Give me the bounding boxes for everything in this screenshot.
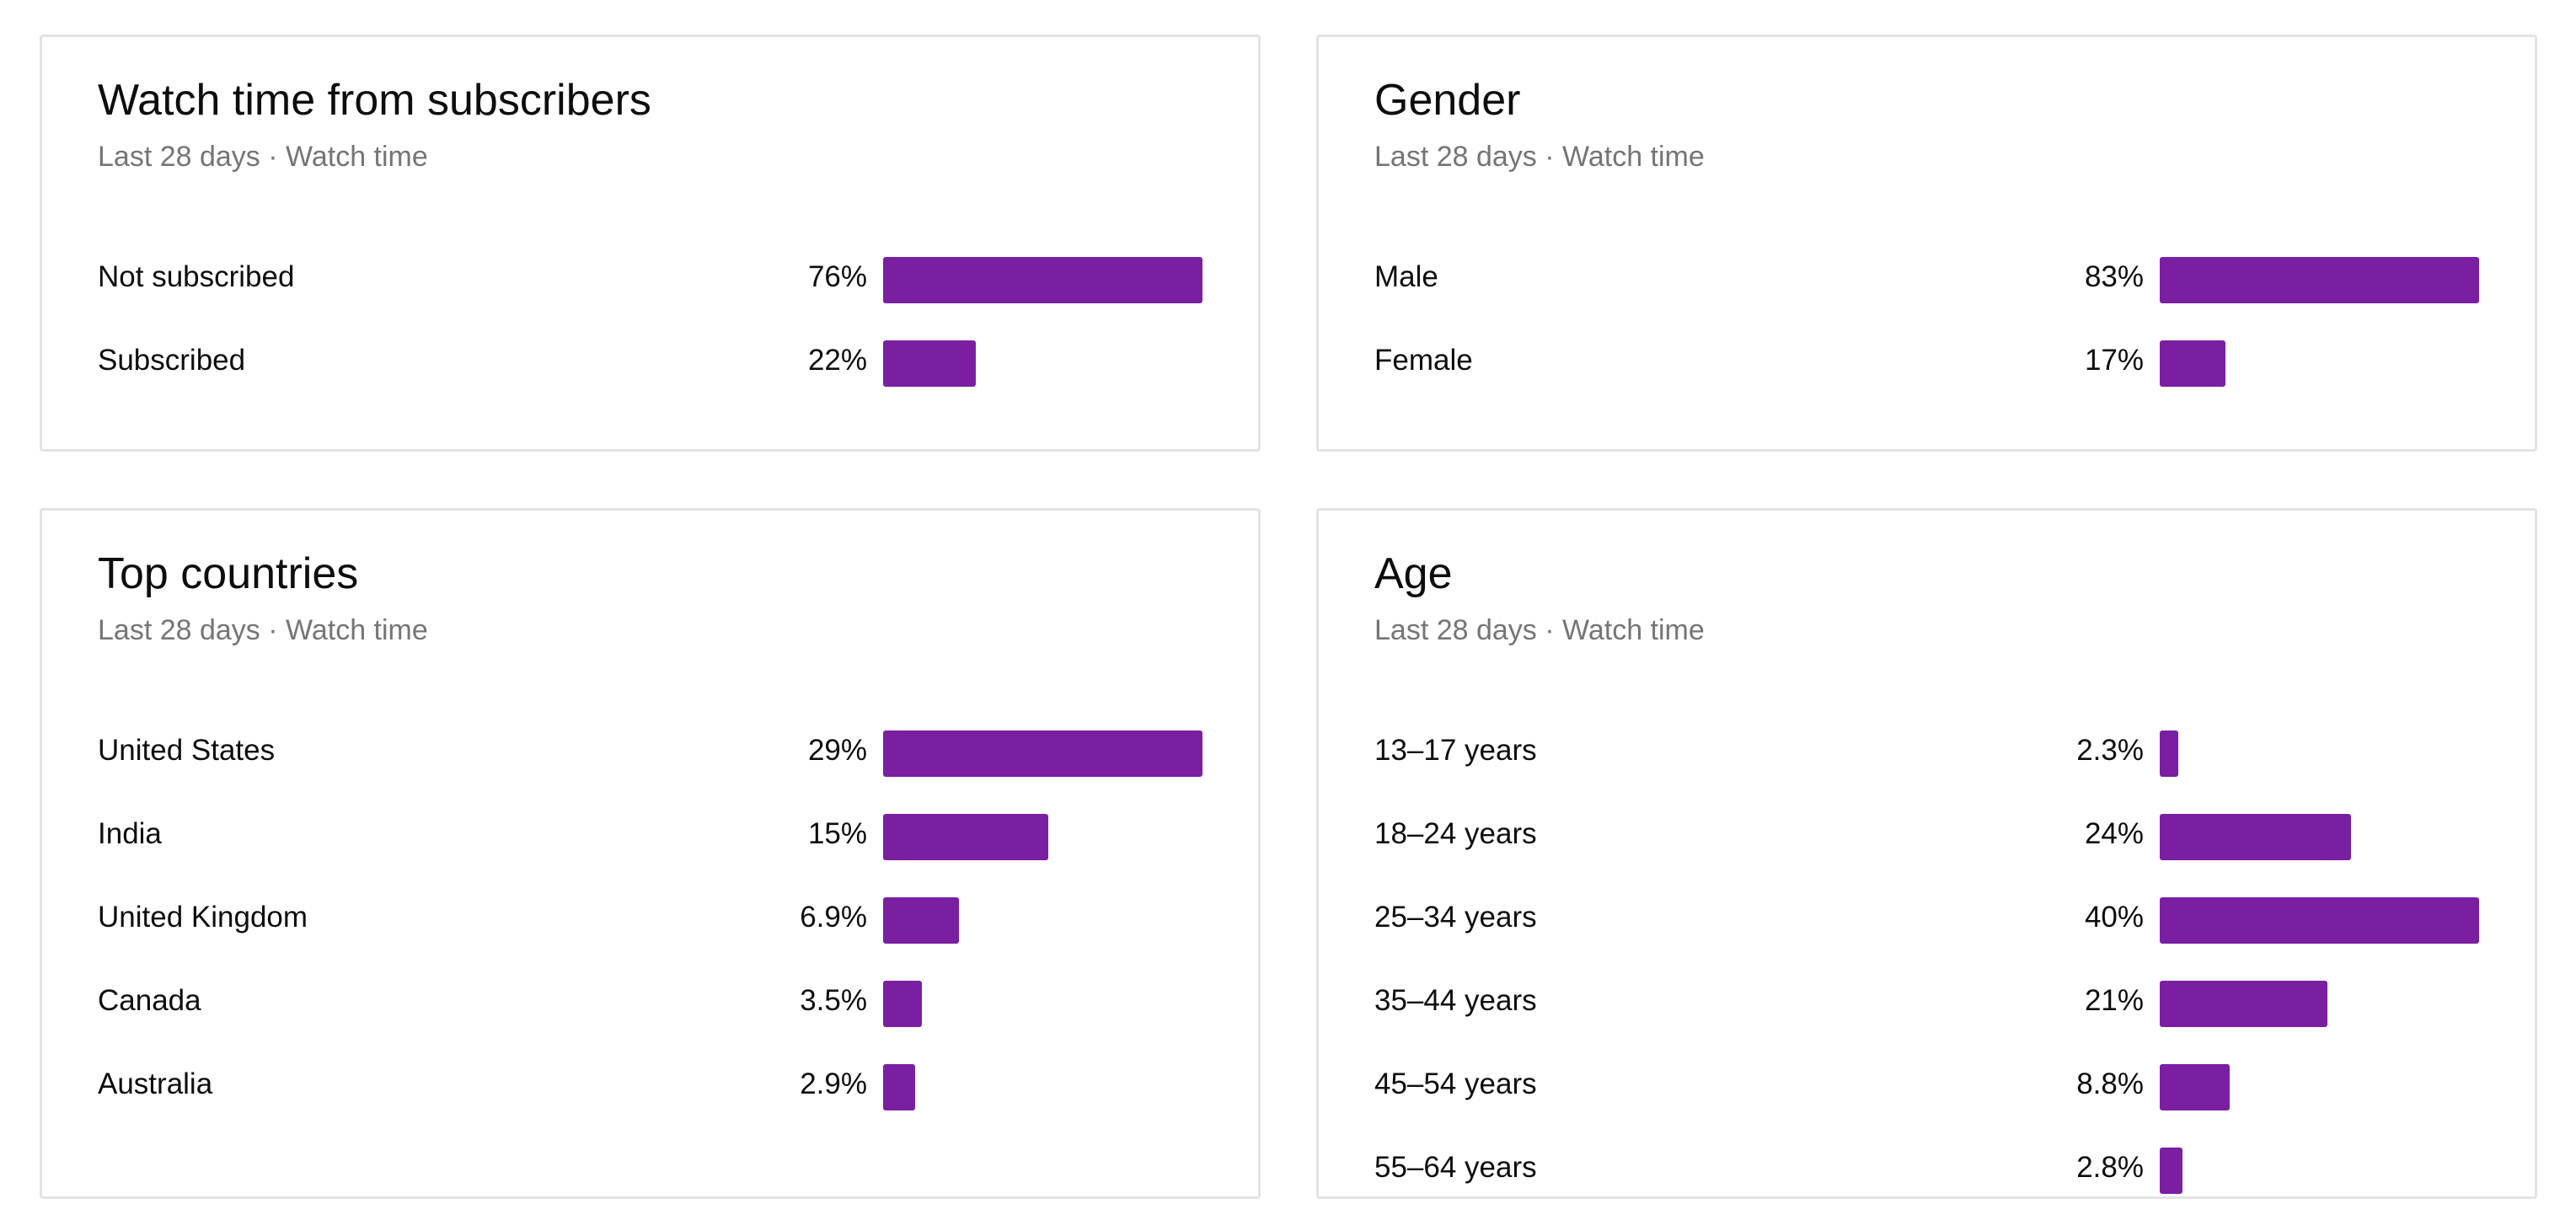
bar-track <box>2160 257 2479 303</box>
bar <box>883 1064 915 1110</box>
bar-track <box>2160 814 2479 860</box>
bar-row[interactable]: Not subscribed 76% <box>98 246 1202 329</box>
bar-track <box>883 814 1202 860</box>
bar-row[interactable]: United States 29% <box>98 720 1202 803</box>
bar-row[interactable]: Canada 3.5% <box>98 970 1202 1053</box>
row-percent: 24% <box>2084 817 2144 850</box>
bar-track <box>883 897 1202 944</box>
row-percent: 15% <box>807 817 867 850</box>
row-percent: 6.9% <box>800 901 867 934</box>
row-percent: 2.3% <box>2076 734 2144 767</box>
card-subtitle: Last 28 days · Watch time <box>98 614 428 646</box>
bar-row[interactable]: Subscribed 22% <box>98 329 1202 413</box>
card-title: Top countries <box>98 549 359 598</box>
bar-row[interactable]: Male 83% <box>1374 246 2479 329</box>
row-label: 18–24 years <box>1374 817 1537 850</box>
bar-track <box>2160 340 2479 387</box>
row-label: Not subscribed <box>98 260 295 293</box>
card-subtitle: Last 28 days · Watch time <box>1374 141 1705 173</box>
row-label: 45–54 years <box>1374 1068 1537 1100</box>
bar <box>883 257 1202 303</box>
bar <box>883 814 1048 860</box>
card-subtitle: Last 28 days · Watch time <box>98 141 428 173</box>
row-percent: 22% <box>807 344 867 377</box>
card-title: Age <box>1374 549 1453 598</box>
row-label: Australia <box>98 1068 213 1100</box>
bar-row[interactable]: 13–17 years 2.3% <box>1374 720 2479 803</box>
bar-row[interactable]: 55–64 years 2.8% <box>1374 1137 2479 1220</box>
bar <box>2160 730 2178 777</box>
bar-track <box>883 1064 1202 1110</box>
bar <box>2160 897 2479 944</box>
row-percent: 3.5% <box>800 984 867 1017</box>
row-label: 25–34 years <box>1374 901 1537 934</box>
row-label: United Kingdom <box>98 901 308 934</box>
bar-row[interactable]: Australia 2.9% <box>98 1053 1202 1137</box>
row-percent: 83% <box>2084 260 2144 293</box>
bar-row[interactable]: 18–24 years 24% <box>1374 803 2479 886</box>
card-title: Watch time from subscribers <box>98 76 651 125</box>
bar <box>2160 981 2327 1027</box>
bar-track <box>883 730 1202 777</box>
gender-card: Gender Last 28 days · Watch time Male 83%… <box>1316 35 2537 452</box>
bar-track <box>2160 730 2479 777</box>
gender-rows: Male 83% Female 17% <box>1374 246 2479 413</box>
subscribers-card: Watch time from subscribers Last 28 days… <box>40 35 1261 452</box>
row-percent: 40% <box>2084 901 2144 934</box>
bar <box>2160 1064 2231 1110</box>
row-label: Subscribed <box>98 344 246 377</box>
card-title: Gender <box>1374 76 1521 125</box>
age-card: Age Last 28 days · Watch time 13–17 year… <box>1316 508 2537 1199</box>
bar <box>883 981 922 1027</box>
bar-row[interactable]: United Kingdom 6.9% <box>98 886 1202 970</box>
bar-row[interactable]: Female 17% <box>1374 329 2479 413</box>
row-percent: 8.8% <box>2076 1068 2144 1100</box>
bar-row[interactable]: 45–54 years 8.8% <box>1374 1053 2479 1137</box>
bar-track <box>883 257 1202 303</box>
bar <box>2160 257 2479 303</box>
bar-track <box>883 981 1202 1027</box>
row-percent: 29% <box>807 734 867 767</box>
row-percent: 21% <box>2084 984 2144 1017</box>
row-label: Male <box>1374 260 1438 293</box>
row-label: India <box>98 817 162 850</box>
row-percent: 17% <box>2084 344 2144 377</box>
row-label: Canada <box>98 984 201 1017</box>
bar-track <box>883 340 1202 387</box>
bar-track <box>2160 1148 2479 1194</box>
subscribers-rows: Not subscribed 76% Subscribed 22% <box>98 246 1202 413</box>
countries-rows: United States 29% India 15% United Kingdom 6.… <box>98 720 1202 1137</box>
bar <box>883 340 976 387</box>
card-subtitle: Last 28 days · Watch time <box>1374 614 1705 646</box>
row-label: 35–44 years <box>1374 984 1537 1017</box>
bar-track <box>2160 897 2479 944</box>
row-label: 55–64 years <box>1374 1151 1537 1184</box>
bar <box>883 730 1202 777</box>
top-countries-card: Top countries Last 28 days · Watch time … <box>40 508 1261 1199</box>
bar-row[interactable]: 35–44 years 21% <box>1374 970 2479 1053</box>
bar <box>2160 1148 2182 1194</box>
bar-row[interactable]: 25–34 years 40% <box>1374 886 2479 970</box>
row-label: Female <box>1374 344 1473 377</box>
row-label: United States <box>98 734 276 767</box>
bar <box>883 897 960 944</box>
row-percent: 76% <box>807 260 867 293</box>
row-percent: 2.8% <box>2076 1151 2144 1184</box>
age-rows: 13–17 years 2.3% 18–24 years 24% 25–34 years… <box>1374 720 2479 1220</box>
bar-row[interactable]: India 15% <box>98 803 1202 886</box>
row-label: 13–17 years <box>1374 734 1537 767</box>
bar-track <box>2160 1064 2479 1110</box>
bar-track <box>2160 981 2479 1027</box>
row-percent: 2.9% <box>800 1068 867 1100</box>
bar <box>2160 814 2352 860</box>
bar <box>2160 340 2225 387</box>
